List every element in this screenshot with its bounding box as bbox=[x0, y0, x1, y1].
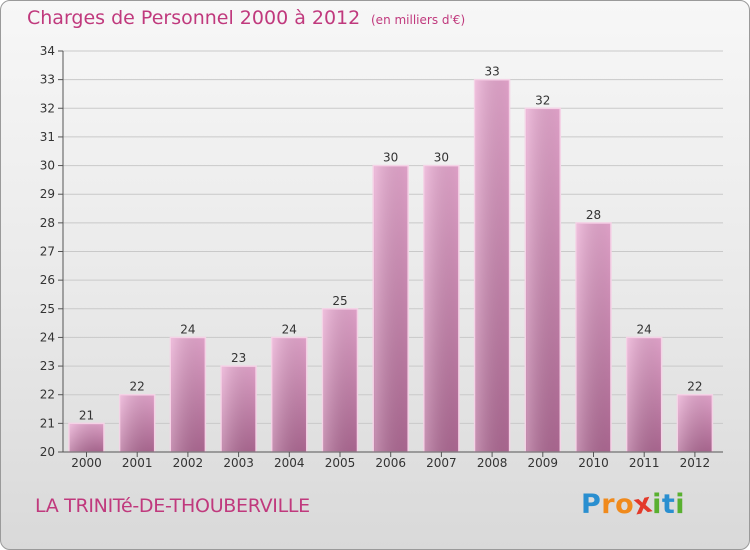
bar-sheen bbox=[374, 166, 408, 453]
y-tick-label: 25 bbox=[40, 302, 55, 316]
data-label: 24 bbox=[282, 322, 297, 336]
bar-sheen bbox=[627, 338, 661, 452]
chart-subtitle: (en milliers d'€) bbox=[371, 13, 466, 27]
data-label: 25 bbox=[332, 294, 347, 308]
bar-sheen bbox=[526, 109, 560, 453]
bar-sheen bbox=[678, 395, 712, 452]
y-tick-label: 32 bbox=[40, 101, 55, 115]
y-tick-label: 28 bbox=[40, 216, 55, 230]
data-label: 22 bbox=[687, 380, 702, 394]
data-label: 24 bbox=[637, 322, 652, 336]
x-tick-label: 2001 bbox=[122, 456, 153, 470]
data-label: 24 bbox=[180, 322, 195, 336]
y-tick-label: 22 bbox=[40, 388, 55, 402]
bars bbox=[68, 78, 714, 453]
logo-letter: i bbox=[652, 489, 662, 520]
x-tick-label: 2008 bbox=[477, 456, 508, 470]
labels: 20 21 22 23 24 25 26 27 28 29 30 31 32 33 34 21 2000 22 20… bbox=[40, 44, 710, 470]
chart-title: Charges de Personnel 2000 à 2012 bbox=[27, 7, 361, 29]
y-tick-label: 30 bbox=[40, 159, 55, 173]
proxiti-logo[interactable]: Proxiti bbox=[581, 487, 686, 521]
logo-letter: t bbox=[661, 489, 676, 520]
logo-letter: o bbox=[615, 489, 635, 520]
bar-sheen bbox=[120, 395, 154, 452]
bar-sheen bbox=[323, 309, 357, 452]
x-tick-label: 2003 bbox=[223, 456, 254, 470]
x-tick-label: 2011 bbox=[629, 456, 660, 470]
x-tick-label: 2002 bbox=[173, 456, 204, 470]
bar-sheen bbox=[475, 80, 509, 453]
y-tick-label: 21 bbox=[40, 416, 55, 430]
y-tick-label: 34 bbox=[40, 44, 55, 58]
x-tick-label: 2004 bbox=[274, 456, 305, 470]
data-label: 22 bbox=[130, 380, 145, 394]
y-tick-label: 31 bbox=[40, 130, 55, 144]
logo-letter: r bbox=[601, 489, 616, 520]
axes bbox=[58, 50, 723, 457]
data-label: 30 bbox=[383, 151, 398, 165]
bar-sheen bbox=[577, 223, 610, 452]
y-tick-label: 20 bbox=[40, 445, 55, 459]
x-tick-label: 2009 bbox=[528, 456, 559, 470]
x-tick-label: 2005 bbox=[325, 456, 356, 470]
y-tick-label: 26 bbox=[40, 273, 55, 287]
x-tick-label: 2010 bbox=[578, 456, 609, 470]
y-tick-label: 29 bbox=[40, 187, 55, 201]
data-label: 30 bbox=[434, 151, 449, 165]
logo-letter: i bbox=[675, 489, 686, 520]
bar-sheen bbox=[70, 424, 103, 452]
x-tick-label: 2006 bbox=[375, 456, 406, 470]
bar-sheen bbox=[272, 338, 306, 452]
data-label: 21 bbox=[79, 408, 94, 422]
y-tick-label: 24 bbox=[40, 330, 55, 344]
data-label: 33 bbox=[484, 65, 499, 79]
x-tick-label: 2000 bbox=[71, 456, 102, 470]
bar-sheen bbox=[222, 367, 256, 452]
y-tick-label: 23 bbox=[40, 359, 55, 373]
data-label: 32 bbox=[535, 93, 550, 107]
logo-letter: P bbox=[581, 489, 602, 520]
bar-sheen bbox=[171, 338, 205, 452]
data-label: 28 bbox=[586, 208, 601, 222]
x-tick-label: 2012 bbox=[680, 456, 711, 470]
bar-sheen bbox=[424, 166, 458, 453]
town-name: LA TRINITé-DE-THOUBERVILLE bbox=[35, 495, 310, 517]
data-label: 23 bbox=[231, 351, 246, 365]
y-tick-label: 27 bbox=[40, 245, 55, 259]
y-tick-label: 33 bbox=[40, 73, 55, 87]
x-tick-label: 2007 bbox=[426, 456, 457, 470]
